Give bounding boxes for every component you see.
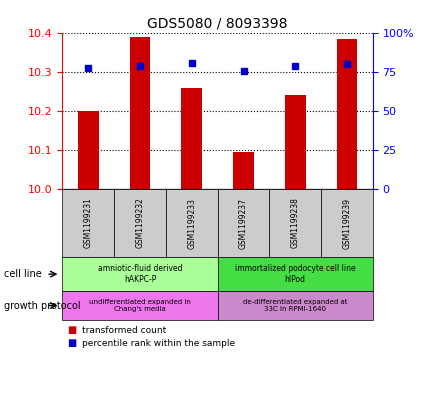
Text: de-differentiated expanded at
33C in RPMI-1640: de-differentiated expanded at 33C in RPM… [243, 299, 347, 312]
Text: GSM1199238: GSM1199238 [290, 198, 299, 248]
Text: percentile rank within the sample: percentile rank within the sample [82, 339, 234, 347]
Text: ■: ■ [67, 325, 76, 335]
Bar [233, 152, 253, 189]
Bar [336, 39, 356, 189]
Text: GSM1199233: GSM1199233 [187, 198, 196, 248]
Bar [181, 88, 202, 189]
Text: amniotic-fluid derived
hAKPC-P: amniotic-fluid derived hAKPC-P [98, 264, 182, 284]
Text: GSM1199237: GSM1199237 [239, 198, 247, 248]
Text: ■: ■ [67, 338, 76, 348]
Text: growth protocol: growth protocol [4, 301, 81, 310]
Text: cell line: cell line [4, 269, 42, 279]
Bar [129, 37, 150, 189]
Text: GSM1199232: GSM1199232 [135, 198, 144, 248]
Text: immortalized podocyte cell line
hIPod: immortalized podocyte cell line hIPod [234, 264, 355, 284]
Text: GSM1199231: GSM1199231 [84, 198, 92, 248]
Text: transformed count: transformed count [82, 326, 166, 334]
Text: undifferentiated expanded in
Chang's media: undifferentiated expanded in Chang's med… [89, 299, 190, 312]
Title: GDS5080 / 8093398: GDS5080 / 8093398 [147, 17, 287, 31]
Bar [78, 111, 98, 189]
Bar [284, 95, 305, 189]
Text: GSM1199239: GSM1199239 [342, 198, 350, 248]
